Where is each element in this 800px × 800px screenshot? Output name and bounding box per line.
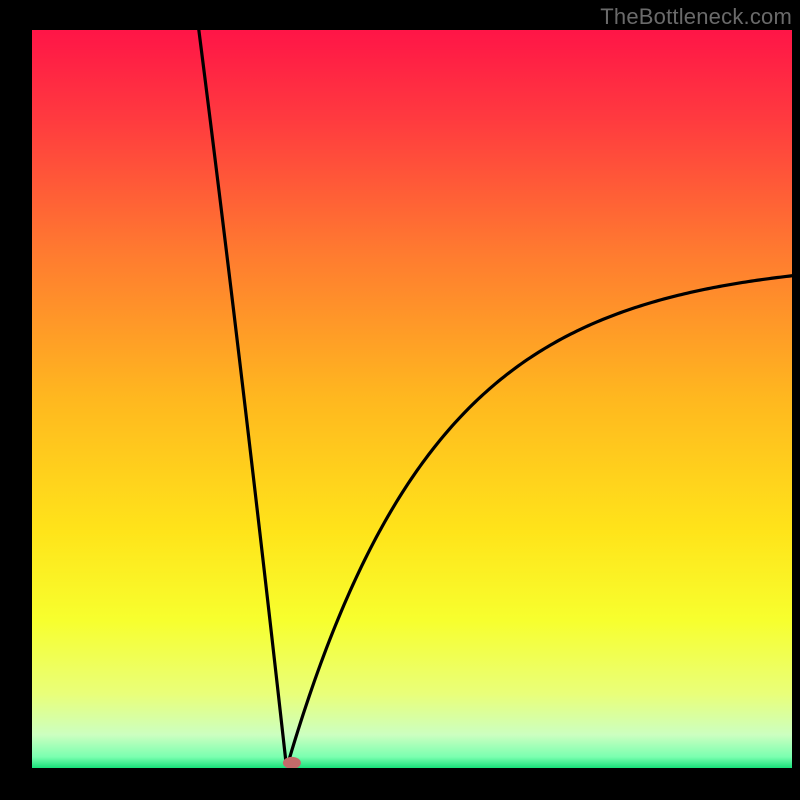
plot-area xyxy=(32,30,792,768)
optimum-marker xyxy=(32,30,792,768)
watermark-text: TheBottleneck.com xyxy=(600,4,792,30)
chart-frame: TheBottleneck.com xyxy=(0,0,800,800)
